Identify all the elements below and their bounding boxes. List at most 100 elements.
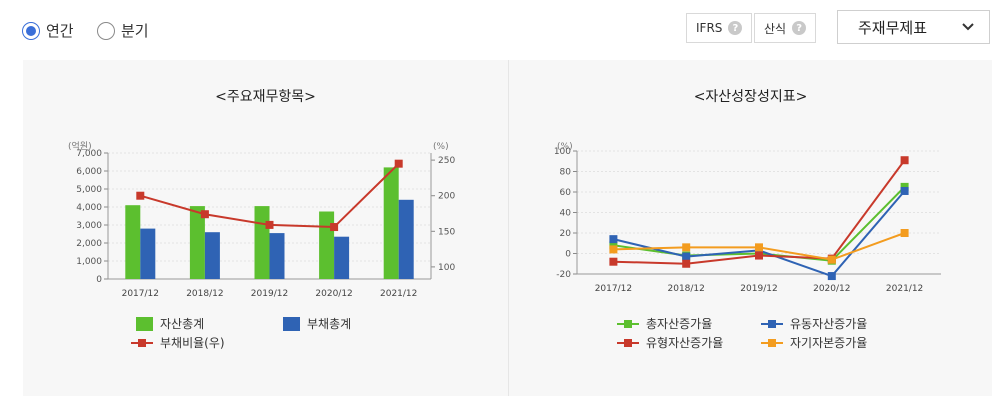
point-total-asset-growth [900, 182, 909, 191]
bar-total-liabilities [269, 233, 285, 279]
y-tick-label: 4,000 [76, 203, 102, 213]
bar-total-liabilities [204, 232, 220, 279]
y-axis-unit: (%) [557, 142, 573, 152]
bar-total-assets [125, 205, 141, 279]
y-tick-label: 3,000 [76, 221, 102, 231]
bar-total-assets [319, 211, 335, 279]
radio-annual[interactable]: 연간 [22, 20, 74, 41]
legend-swatch [283, 316, 300, 331]
y-axis-unit: (억원) [68, 140, 92, 152]
chart-legend: 총자산증가율 유동자산증가율 유형자산증가율 자기자본증가율 [509, 315, 992, 365]
y2-tick-label: 100 [438, 263, 455, 273]
y-tick-label: -20 [556, 270, 571, 280]
y2-tick-label: 250 [438, 156, 455, 166]
y-tick-label: 2,000 [76, 239, 102, 249]
y-tick-label: 5,000 [76, 185, 102, 195]
legend-item-tangible-asset-growth[interactable]: 유형자산증가율 [617, 334, 723, 351]
radio-quarter-label: 분기 [121, 22, 149, 40]
y-tick-label: 0 [565, 250, 571, 260]
statement-select[interactable]: 주재무제표 [837, 10, 990, 44]
legend-swatch [136, 316, 153, 331]
y-tick-label: 60 [560, 188, 572, 198]
chevron-down-icon [962, 23, 974, 31]
formula-chip[interactable]: 산식 ? [754, 13, 817, 43]
legend-swatch [131, 338, 153, 348]
point-tangible-asset-growth [900, 156, 909, 165]
legend-swatch [617, 338, 639, 348]
x-tick-label: 2018/12 [668, 284, 705, 294]
chart-title: <자산성장성지표> [693, 89, 808, 105]
legend-item-debt-ratio[interactable]: 부채비율(우) [131, 334, 225, 351]
x-tick-label: 2018/12 [186, 289, 223, 299]
y-tick-label: 20 [560, 229, 572, 239]
legend-swatch [761, 319, 783, 329]
y-tick-label: 7,000 [76, 149, 102, 159]
y2-axis-unit: (%) [433, 142, 449, 152]
panel-divider [508, 60, 509, 396]
point-debt-ratio [136, 191, 145, 200]
asset-growth-chart: -20 0 20 40 60 80 100(%) 2017/12 2018/12 2019/12 2… [554, 142, 941, 294]
bar-total-liabilities [398, 199, 414, 279]
legend-item-total-asset-growth[interactable]: 총자산증가율 [617, 315, 712, 332]
point-debt-ratio [265, 220, 274, 229]
legend-swatch [761, 338, 783, 348]
point-current-asset-growth [609, 235, 618, 244]
bar-total-assets [383, 167, 399, 279]
y-tick-label: 100 [554, 147, 571, 157]
chart-title: <주요재무항목> [215, 89, 316, 105]
legend-label: 부채비율(우) [160, 336, 225, 350]
legend-item-equity-growth[interactable]: 자기자본증가율 [761, 334, 867, 351]
y-tick-label: 1,000 [76, 257, 102, 267]
legend-label: 유동자산증가율 [790, 317, 868, 331]
point-equity-growth [827, 255, 836, 264]
x-tick-label: 2017/12 [595, 284, 632, 294]
x-tick-label: 2019/12 [251, 289, 288, 299]
x-tick-label: 2020/12 [315, 289, 352, 299]
point-equity-growth [609, 245, 618, 254]
radio-annual-label: 연간 [46, 22, 74, 40]
point-debt-ratio [394, 159, 403, 168]
y-tick-label: 6,000 [76, 167, 102, 177]
ifrs-chip[interactable]: IFRS ? [686, 13, 753, 43]
main-financials-panel: <주요재무항목> 0 1,000 2,000 3,000 4,000 5,000 6,000… [23, 60, 508, 396]
x-tick-label: 2017/12 [122, 289, 159, 299]
point-equity-growth [900, 229, 909, 237]
legend-item-assets[interactable]: 자산총계 [136, 315, 204, 332]
bar-total-assets [189, 206, 205, 279]
y2-tick-label: 150 [438, 227, 455, 237]
legend-label: 자기자본증가율 [790, 336, 868, 350]
point-tangible-asset-growth [682, 259, 691, 268]
point-debt-ratio [330, 223, 339, 232]
x-tick-label: 2020/12 [813, 284, 850, 294]
point-current-asset-growth [827, 272, 836, 281]
bar-total-liabilities [334, 236, 350, 279]
legend-label: 유형자산증가율 [646, 336, 724, 350]
legend-item-liabilities[interactable]: 부채총계 [283, 315, 351, 332]
ifrs-label: IFRS [696, 21, 723, 35]
radio-quarter-indicator[interactable] [97, 21, 115, 40]
bar-total-liabilities [140, 228, 156, 279]
radio-annual-indicator[interactable] [22, 21, 40, 40]
point-equity-growth [755, 243, 763, 252]
legend-swatch [617, 319, 639, 329]
y-tick-label: 0 [96, 275, 102, 285]
y-tick-label: 80 [560, 168, 572, 178]
point-debt-ratio [200, 210, 209, 219]
point-tangible-asset-growth [755, 251, 763, 260]
chart-legend: 자산총계 부채총계 부채비율(우) [23, 315, 508, 365]
formula-label: 산식 [764, 21, 787, 36]
legend-label: 총자산증가율 [646, 317, 713, 331]
point-equity-growth [682, 243, 691, 252]
radio-quarter[interactable]: 분기 [97, 20, 149, 41]
point-total-asset-growth [609, 241, 618, 250]
help-icon[interactable]: ? [728, 21, 743, 35]
bar-total-assets [254, 206, 270, 279]
legend-item-current-asset-growth[interactable]: 유동자산증가율 [761, 315, 867, 332]
y2-tick-label: 200 [438, 192, 455, 202]
main-financials-chart: 0 1,000 2,000 3,000 4,000 5,000 6,000 7,000 100 1… [68, 140, 455, 299]
asset-growth-panel: <자산성장성지표> -20 0 20 40 60 80 100 (%) 2017/12 2018/… [509, 60, 992, 396]
help-icon[interactable]: ? [792, 21, 807, 35]
y-tick-label: 40 [560, 209, 572, 219]
point-current-asset-growth [682, 252, 691, 261]
statement-select-value: 주재무제표 [858, 18, 928, 37]
